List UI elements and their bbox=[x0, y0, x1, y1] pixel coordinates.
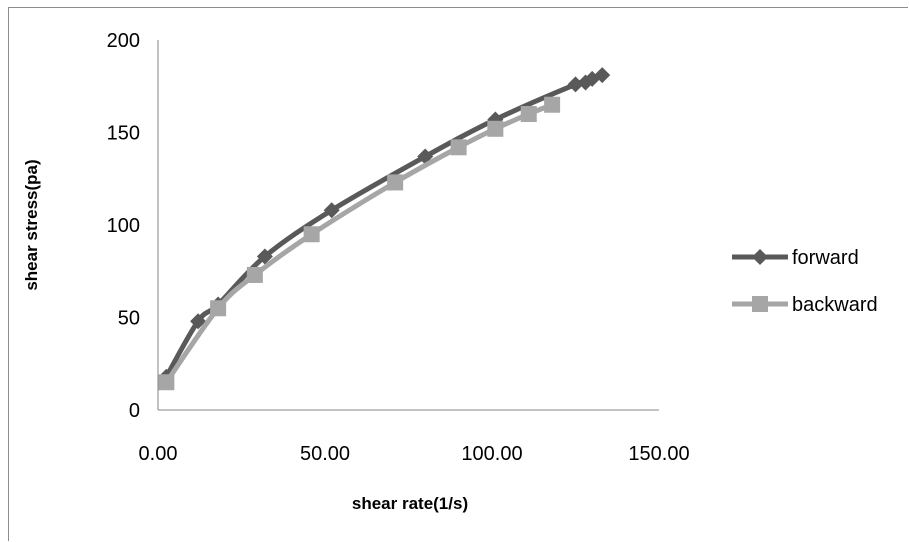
diamond-marker bbox=[190, 313, 207, 330]
x-tick-label: 50.00 bbox=[300, 443, 350, 465]
chart-frame bbox=[8, 7, 908, 541]
square-marker bbox=[544, 96, 561, 113]
plot-area bbox=[158, 67, 611, 391]
square-marker bbox=[450, 139, 467, 156]
legend: forward backward bbox=[732, 247, 878, 316]
square-marker bbox=[246, 266, 263, 283]
x-tick-label: 150.00 bbox=[628, 443, 689, 465]
series-forward bbox=[158, 67, 611, 385]
diamond-marker bbox=[256, 248, 273, 265]
diamond-marker bbox=[567, 76, 584, 93]
series-line bbox=[163, 72, 605, 380]
y-tick-label: 150 bbox=[107, 123, 140, 145]
series-line bbox=[163, 102, 555, 385]
diamond-marker bbox=[752, 249, 768, 265]
y-tick-label: 200 bbox=[107, 30, 140, 52]
legend-item-backward: backward bbox=[732, 294, 878, 316]
square-marker bbox=[158, 374, 175, 391]
y-tick-labels: 0 50 100 150 200 bbox=[107, 30, 140, 422]
diamond-marker bbox=[323, 202, 340, 219]
series-backward bbox=[158, 96, 561, 391]
y-tick-label: 50 bbox=[118, 308, 140, 330]
square-marker bbox=[752, 296, 768, 312]
y-tick-label: 0 bbox=[129, 400, 140, 422]
square-marker bbox=[520, 106, 537, 122]
square-marker bbox=[387, 174, 404, 191]
y-tick-label: 100 bbox=[107, 215, 140, 237]
x-axis-title: shear rate(1/s) bbox=[352, 494, 468, 513]
diamond-marker bbox=[594, 67, 611, 84]
legend-item-forward: forward bbox=[732, 247, 859, 269]
axes bbox=[157, 40, 659, 411]
legend-label: forward bbox=[792, 247, 859, 269]
square-marker bbox=[210, 300, 227, 317]
x-tick-labels: 0.00 50.00 100.00 150.00 bbox=[139, 443, 690, 465]
y-axis-title: shear stress(pa) bbox=[22, 159, 41, 290]
x-tick-label: 100.00 bbox=[461, 443, 522, 465]
square-marker bbox=[303, 226, 320, 243]
x-tick-label: 0.00 bbox=[139, 443, 178, 465]
legend-label: backward bbox=[792, 294, 878, 316]
square-marker bbox=[487, 120, 504, 137]
